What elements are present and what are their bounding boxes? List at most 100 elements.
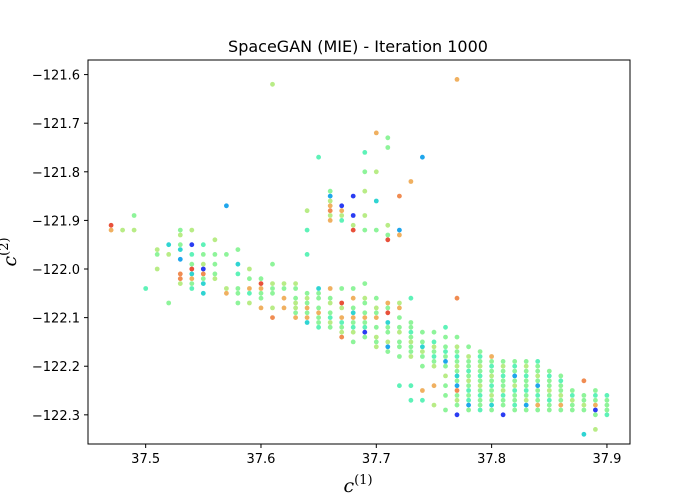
scatter-point <box>569 397 575 403</box>
scatter-point <box>339 218 345 223</box>
y-tick-label: −122.0 <box>32 263 80 278</box>
scatter-point <box>431 349 437 354</box>
scatter-point <box>535 378 541 384</box>
scatter-point <box>569 393 575 398</box>
scatter-point <box>420 388 425 393</box>
scatter-point <box>420 363 425 369</box>
x-tick-label: 37.7 <box>362 452 391 467</box>
scatter-point <box>304 295 310 301</box>
scatter-point <box>604 402 610 408</box>
scatter-point <box>489 397 494 403</box>
scatter-point <box>569 407 575 413</box>
scatter-point <box>385 232 391 238</box>
scatter-point <box>304 208 310 214</box>
scatter-point <box>339 213 345 218</box>
scatter-point <box>546 378 552 384</box>
scatter-point <box>454 368 460 374</box>
scatter-point <box>466 359 471 364</box>
scatter-point <box>477 354 483 359</box>
x-axis-label: c(1) <box>343 473 372 497</box>
scatter-point <box>500 368 506 374</box>
y-tick-label: −122.3 <box>32 409 80 424</box>
scatter-point <box>477 393 483 398</box>
scatter-point <box>535 407 541 413</box>
x-axis-label-sup: (1) <box>354 473 372 488</box>
scatter-point <box>443 383 448 389</box>
scatter-point <box>224 286 229 291</box>
scatter-point <box>189 227 195 233</box>
scatter-point <box>512 363 518 369</box>
scatter-point <box>362 295 368 301</box>
scatter-point <box>466 354 471 359</box>
scatter-point <box>293 305 298 311</box>
scatter-point <box>604 393 610 398</box>
scatter-point <box>177 276 183 282</box>
scatter-point <box>327 310 333 316</box>
scatter-point <box>523 368 529 374</box>
scatter-point <box>258 286 264 291</box>
scatter-point <box>131 213 137 218</box>
scatter-point <box>466 407 471 413</box>
scatter-point <box>258 295 264 301</box>
scatter-point <box>489 359 494 364</box>
scatter-point <box>316 295 321 301</box>
scatter-point <box>362 324 368 330</box>
scatter-point <box>270 81 275 87</box>
scatter-point <box>489 388 494 393</box>
scatter-point <box>408 383 414 389</box>
scatter-point <box>546 373 552 379</box>
scatter-point <box>454 373 460 379</box>
scatter-point <box>247 300 252 306</box>
scatter-point <box>535 393 541 398</box>
scatter-point <box>397 232 402 238</box>
scatter-point <box>362 310 368 316</box>
scatter-point <box>523 397 529 403</box>
scatter-point <box>454 363 460 369</box>
scatter-point <box>327 193 333 199</box>
scatter-point <box>443 354 448 359</box>
scatter-point <box>535 397 541 403</box>
scatter-point <box>362 169 368 175</box>
scatter-point <box>454 359 460 364</box>
scatter-point <box>270 305 275 311</box>
scatter-point <box>546 407 552 413</box>
scatter-point <box>385 349 391 354</box>
scatter-point <box>108 222 114 228</box>
scatter-point <box>154 247 160 253</box>
scatter-point <box>408 397 414 403</box>
scatter-point <box>512 393 518 398</box>
scatter-point <box>224 252 229 257</box>
scatter-point <box>177 232 183 238</box>
scatter-point <box>397 339 402 345</box>
scatter-point <box>569 402 575 408</box>
scatter-point <box>350 315 356 320</box>
scatter-point <box>512 378 518 384</box>
scatter-point <box>454 393 460 398</box>
scatter-point <box>373 169 379 175</box>
scatter-point <box>270 261 275 267</box>
scatter-point <box>500 363 506 369</box>
scatter-point <box>454 77 460 82</box>
scatter-point <box>408 344 414 350</box>
y-tick-label: −121.9 <box>32 214 80 229</box>
scatter-point <box>420 397 425 403</box>
scatter-point <box>512 397 518 403</box>
scatter-point <box>373 339 379 345</box>
scatter-point <box>477 378 483 384</box>
scatter-point <box>327 286 333 291</box>
scatter-point <box>304 320 310 325</box>
scatter-point <box>385 344 391 350</box>
scatter-point <box>581 397 587 403</box>
scatter-point <box>558 388 564 393</box>
scatter-point <box>558 393 564 398</box>
scatter-point <box>489 393 494 398</box>
scatter-point <box>558 407 564 413</box>
scatter-point <box>327 315 333 320</box>
scatter-point <box>593 393 598 398</box>
scatter-point <box>546 388 552 393</box>
scatter-point <box>177 247 183 253</box>
scatter-point <box>500 412 506 418</box>
scatter-point <box>304 300 310 306</box>
scatter-point <box>535 388 541 393</box>
